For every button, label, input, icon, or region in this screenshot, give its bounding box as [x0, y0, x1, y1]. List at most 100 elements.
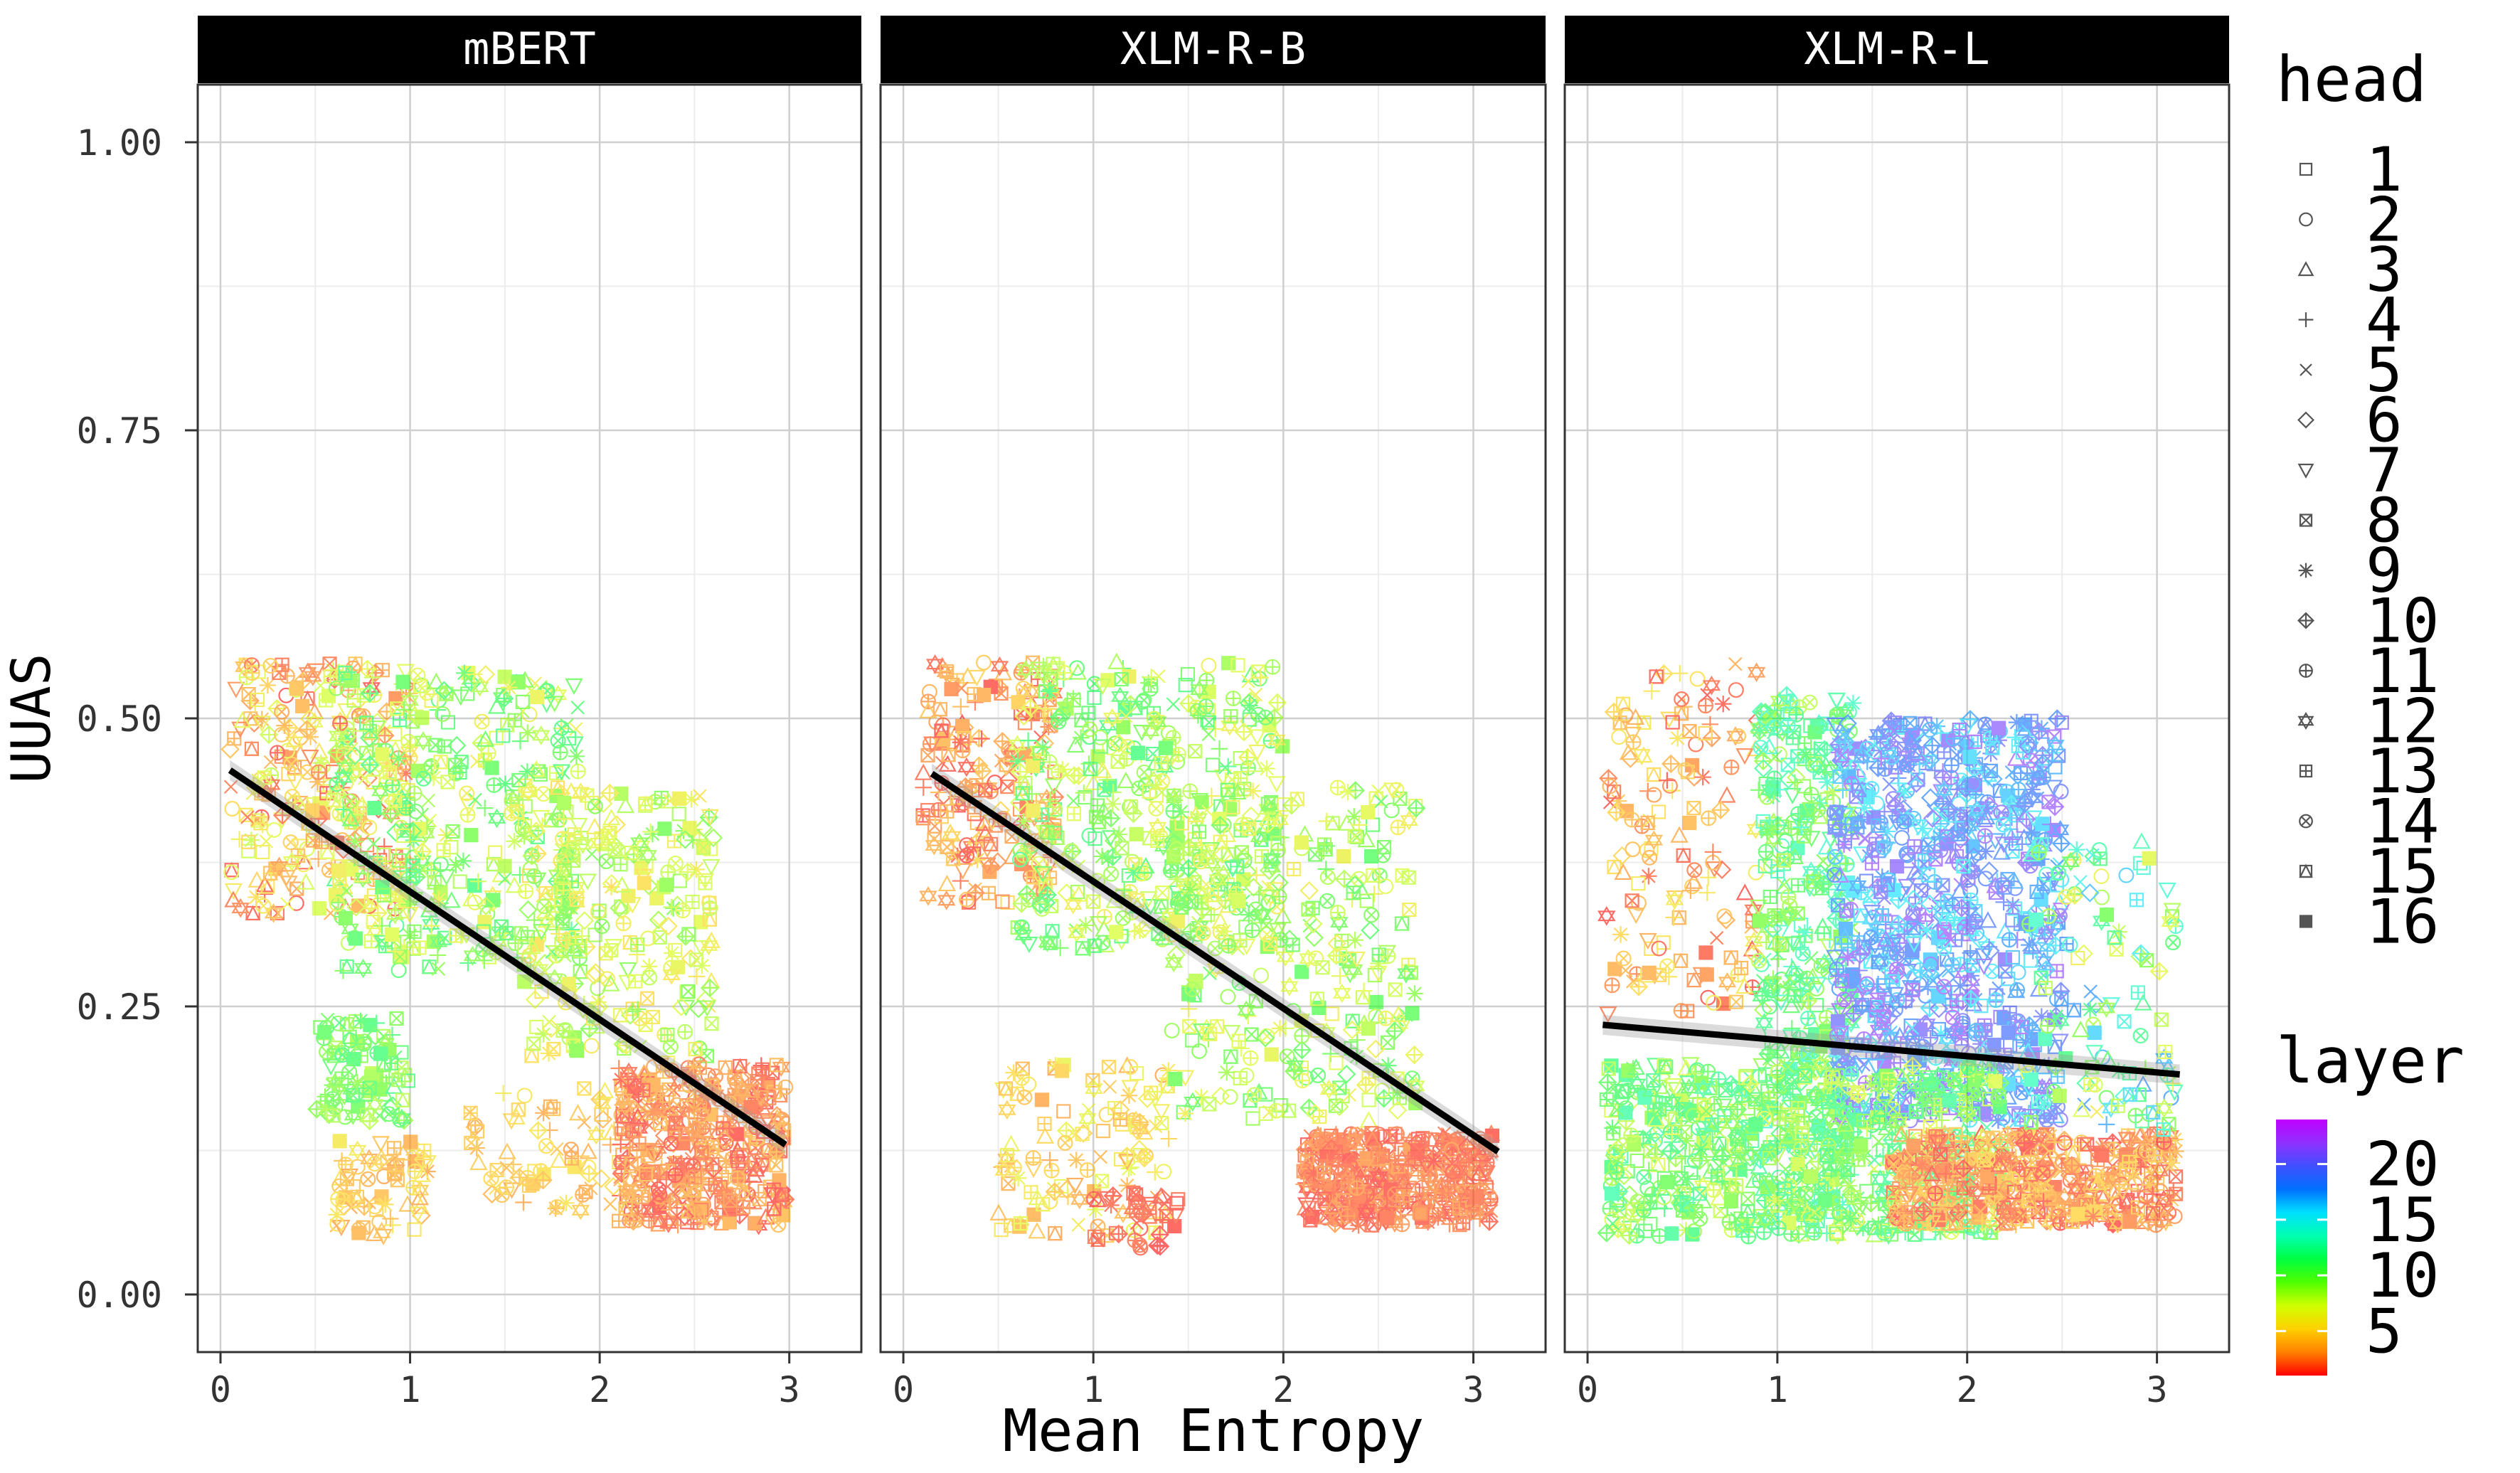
y-tick-label: 1.00	[77, 122, 162, 164]
data-point	[408, 787, 422, 801]
data-point	[329, 1206, 345, 1223]
x-tick-label: 3	[779, 1369, 800, 1410]
data-point	[571, 701, 584, 714]
data-point	[1831, 899, 1844, 912]
data-point	[536, 787, 551, 801]
data-point	[1741, 1193, 1754, 1206]
data-point	[515, 1194, 531, 1211]
data-point	[489, 810, 505, 826]
data-point	[1936, 879, 1949, 892]
y-tick-label: 0.75	[77, 410, 162, 452]
data-point	[1091, 750, 1104, 762]
data-point	[1130, 828, 1143, 841]
data-point	[1052, 940, 1068, 956]
data-point	[518, 1089, 532, 1103]
data-point	[535, 1105, 551, 1121]
data-point	[1199, 699, 1213, 713]
data-point	[1233, 895, 1245, 908]
data-point	[664, 945, 680, 961]
data-point	[1753, 915, 1766, 927]
data-point	[296, 700, 309, 713]
data-point	[915, 765, 931, 780]
data-point	[2002, 932, 2016, 947]
data-point	[576, 913, 592, 929]
data-point	[1829, 962, 1844, 977]
data-point	[1213, 812, 1226, 825]
data-point	[228, 683, 244, 697]
data-point	[441, 775, 454, 788]
data-point	[1102, 1197, 1119, 1213]
data-point	[1301, 1100, 1317, 1116]
data-point	[1920, 828, 1932, 841]
data-point	[1700, 869, 1716, 886]
data-point	[1245, 782, 1261, 799]
data-point	[332, 864, 345, 877]
data-point	[558, 1195, 574, 1211]
data-point	[660, 878, 673, 891]
data-point	[1999, 965, 2011, 978]
data-point	[1632, 877, 1644, 890]
data-point	[1361, 895, 1373, 908]
data-point	[2009, 767, 2026, 783]
data-point	[1774, 987, 1788, 1001]
data-point	[1326, 1007, 1339, 1020]
data-point	[2004, 897, 2021, 913]
data-point	[243, 688, 255, 701]
data-point	[644, 1103, 661, 1120]
data-point	[1321, 870, 1335, 884]
data-point	[396, 676, 409, 688]
x-tick-label: 3	[1462, 1369, 1484, 1410]
data-point	[1206, 759, 1219, 772]
data-point	[1349, 1128, 1363, 1142]
data-point	[1026, 804, 1039, 817]
data-point	[1088, 691, 1101, 704]
data-point	[1932, 990, 1945, 1003]
data-point	[1240, 906, 1257, 922]
data-point	[959, 893, 974, 907]
data-point	[1662, 755, 1679, 772]
data-point	[1361, 1113, 1376, 1127]
data-point	[501, 679, 517, 696]
data-point	[1361, 806, 1374, 819]
data-point	[1327, 817, 1339, 829]
data-point	[1430, 1209, 1446, 1225]
data-point	[1872, 1135, 1885, 1148]
data-point	[641, 992, 654, 1005]
data-point	[551, 1153, 567, 1167]
data-point	[361, 1172, 375, 1186]
y-tick-label: 0.25	[77, 987, 162, 1028]
data-point	[1626, 842, 1640, 856]
data-point	[1767, 720, 1781, 735]
data-point	[1406, 985, 1423, 1001]
data-point	[1378, 841, 1391, 854]
data-point	[525, 1049, 538, 1062]
data-point	[2032, 771, 2046, 785]
data-point	[1403, 903, 1415, 916]
data-point	[245, 743, 258, 755]
data-point	[1886, 792, 1900, 806]
data-point	[1287, 863, 1300, 876]
data-point	[568, 748, 585, 765]
data-point	[575, 1188, 590, 1202]
data-point	[1759, 823, 1775, 839]
data-point	[1997, 924, 2013, 938]
data-point	[1329, 1056, 1342, 1069]
data-point	[437, 844, 450, 856]
data-point	[1203, 1097, 1216, 1110]
data-point	[952, 698, 969, 715]
data-point	[312, 765, 326, 780]
data-point	[1643, 967, 1656, 979]
data-point	[1100, 850, 1117, 866]
data-point	[678, 1025, 692, 1039]
data-point	[1241, 697, 1258, 713]
data-point	[1193, 825, 1206, 838]
data-point	[1964, 893, 1978, 908]
data-point	[1647, 832, 1662, 849]
data-point	[1699, 946, 1712, 959]
data-point	[1203, 686, 1216, 698]
data-point	[571, 819, 587, 833]
data-point	[356, 960, 371, 977]
data-point	[497, 775, 514, 792]
